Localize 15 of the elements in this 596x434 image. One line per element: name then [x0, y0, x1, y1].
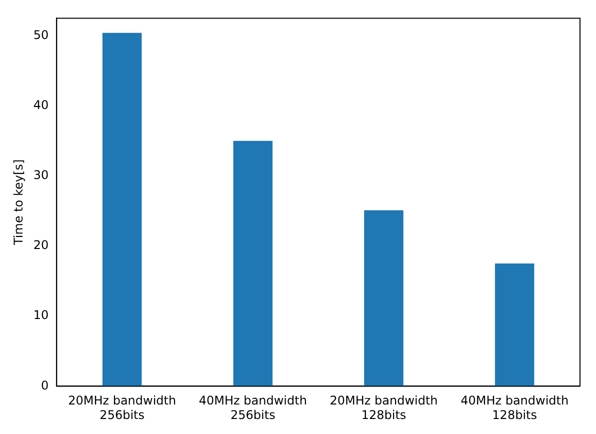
y-tick-label: 30: [33, 168, 49, 182]
y-tick-label: 40: [33, 98, 49, 112]
bar: [102, 32, 142, 386]
y-tick-label: 10: [33, 308, 49, 322]
x-tick-label: 40MHz bandwidth 256bits: [198, 394, 307, 422]
bar: [364, 210, 404, 386]
bar: [233, 140, 273, 386]
x-tick-label: 40MHz bandwidth 128bits: [460, 394, 569, 422]
y-tick-label: 0: [41, 378, 49, 392]
y-tick-label: 20: [33, 238, 49, 252]
y-tick-label: 50: [33, 28, 49, 42]
y-axis-title: Time to key[s]: [11, 159, 26, 246]
bar: [494, 264, 534, 386]
x-tick-label: 20MHz bandwidth 256bits: [68, 394, 176, 422]
x-tick-label: 20MHz bandwidth 128bits: [330, 394, 438, 422]
